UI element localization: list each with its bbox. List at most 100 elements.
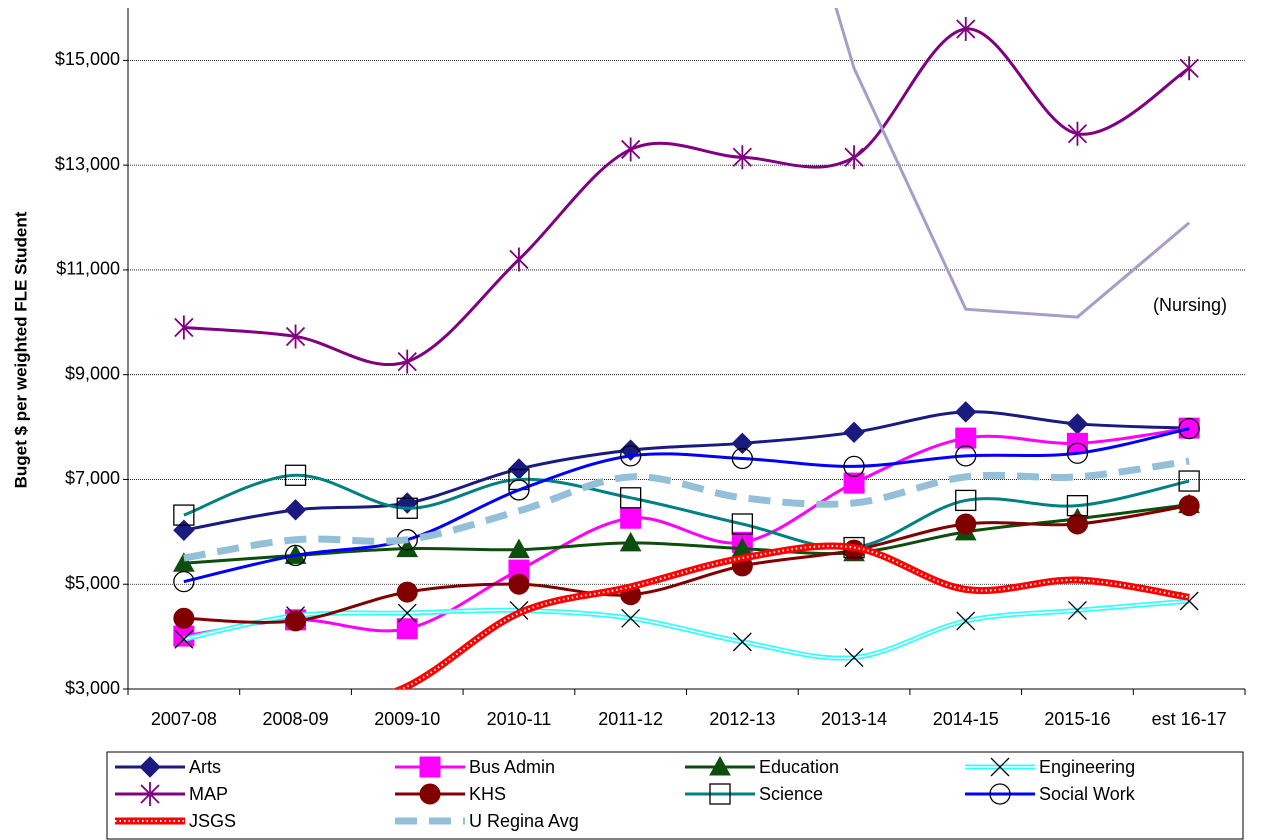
legend-label: U Regina Avg xyxy=(469,811,579,831)
marker xyxy=(285,610,307,632)
marker xyxy=(956,611,976,631)
marker xyxy=(732,145,752,170)
legend-label: Science xyxy=(759,784,823,804)
x-tick-label: 2011-12 xyxy=(598,709,663,729)
legend-label: JSGS xyxy=(189,811,236,831)
series-line-inner xyxy=(183,600,1190,659)
marker xyxy=(709,783,731,805)
marker xyxy=(621,137,641,162)
marker xyxy=(396,497,418,519)
legend-label: Arts xyxy=(189,757,221,777)
marker xyxy=(284,499,307,521)
marker xyxy=(620,487,642,509)
series-line xyxy=(183,426,1190,638)
series-line xyxy=(183,503,1190,565)
marker xyxy=(173,504,195,526)
marker xyxy=(1178,495,1200,517)
x-tick-label: 2013-14 xyxy=(821,709,887,729)
marker xyxy=(1067,600,1087,620)
marker xyxy=(1066,495,1089,517)
marker xyxy=(990,757,1010,777)
marker xyxy=(989,783,1011,805)
marker xyxy=(285,324,306,349)
marker xyxy=(397,349,417,374)
marker xyxy=(955,489,977,512)
series-line-dots xyxy=(398,545,1190,689)
y-tick-label: $13,000 xyxy=(55,154,120,174)
y-tick-label: $15,000 xyxy=(55,49,120,69)
x-tick-label: 2007-08 xyxy=(151,709,217,729)
x-tick-label: 2015-16 xyxy=(1044,709,1110,729)
series-line xyxy=(183,27,1190,367)
series-line xyxy=(183,427,1190,584)
y-tick-label: $11,000 xyxy=(56,259,120,279)
x-tick-label: est 16-17 xyxy=(1152,709,1227,729)
y-axis-label: Buget $ per weighted FLE Student xyxy=(11,211,30,488)
legend-label: Engineering xyxy=(1039,757,1135,777)
marker xyxy=(1178,470,1200,492)
series-line xyxy=(183,473,1190,550)
marker xyxy=(843,421,865,444)
plot-area xyxy=(173,8,1200,689)
marker xyxy=(844,145,864,170)
series-line xyxy=(183,410,1190,532)
marker xyxy=(731,432,754,455)
marker xyxy=(955,445,977,467)
legend-label: Bus Admin xyxy=(469,757,555,777)
legend-box xyxy=(106,751,1244,840)
marker xyxy=(1066,442,1089,464)
marker xyxy=(396,537,419,558)
y-tick-label: $3,000 xyxy=(65,678,120,698)
marker xyxy=(1067,121,1088,146)
marker xyxy=(621,608,641,628)
legend-label: MAP xyxy=(189,784,228,804)
marker xyxy=(419,783,441,805)
marker xyxy=(955,401,977,423)
marker xyxy=(139,756,161,778)
marker xyxy=(508,538,530,559)
x-tick-label: 2014-15 xyxy=(933,709,999,729)
series-line xyxy=(834,8,1191,319)
x-tick-label: 2008-09 xyxy=(263,709,329,729)
marker xyxy=(396,618,418,640)
marker xyxy=(731,447,753,470)
marker xyxy=(140,782,160,806)
marker xyxy=(1066,413,1089,435)
marker xyxy=(955,513,977,535)
marker xyxy=(508,573,530,595)
marker xyxy=(843,472,865,494)
marker xyxy=(419,756,441,778)
legend-label: KHS xyxy=(469,784,506,804)
marker xyxy=(284,464,307,486)
marker xyxy=(732,632,752,652)
marker xyxy=(284,544,307,567)
marker xyxy=(174,629,194,649)
legend-label: Social Work xyxy=(1039,784,1136,804)
legend-label: Education xyxy=(759,757,839,777)
marker xyxy=(955,427,977,449)
series-line xyxy=(183,504,1190,624)
marker xyxy=(173,519,195,541)
marker xyxy=(1066,513,1088,535)
y-tick-label: $9,000 xyxy=(65,363,120,383)
marker xyxy=(844,648,864,668)
marker xyxy=(620,445,642,467)
x-tick-label: 2010-11 xyxy=(487,709,552,729)
y-tick-label: $5,000 xyxy=(65,573,120,593)
marker xyxy=(174,315,194,340)
marker xyxy=(173,570,195,593)
marker xyxy=(731,513,753,535)
marker xyxy=(1178,417,1200,440)
y-tick-label: $7,000 xyxy=(65,468,120,488)
marker xyxy=(709,755,731,776)
series-line xyxy=(183,457,1190,562)
marker xyxy=(1179,56,1199,81)
marker xyxy=(396,581,418,603)
annotation: (Nursing) xyxy=(1153,295,1227,315)
marker xyxy=(508,479,530,501)
marker xyxy=(509,247,529,272)
marker xyxy=(619,531,642,552)
marker xyxy=(397,603,417,623)
marker xyxy=(173,607,195,629)
